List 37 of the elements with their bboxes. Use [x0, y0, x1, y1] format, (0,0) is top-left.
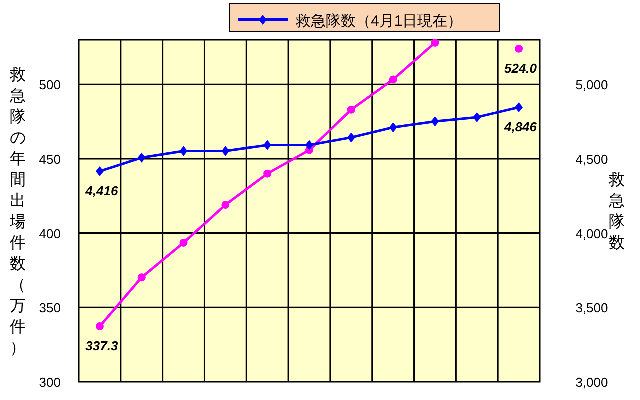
y-tick-label: 300	[39, 375, 61, 390]
y-tick-label: 350	[39, 300, 61, 316]
point	[180, 146, 188, 156]
point	[96, 166, 104, 176]
point	[264, 170, 272, 178]
point	[515, 102, 524, 113]
y2-tick-label: 4,500	[576, 152, 608, 167]
point	[222, 201, 230, 210]
y2-tick-label: 3,000	[576, 375, 608, 390]
point	[138, 274, 146, 282]
data-label: 524.0	[504, 60, 538, 76]
y2-tick-label: 3,500	[576, 300, 608, 316]
y-tick-label: 500	[39, 78, 61, 93]
point	[96, 322, 104, 331]
point	[389, 122, 398, 133]
y-tick-label: 450	[39, 152, 61, 167]
legend-label: 救急隊数（4月1日現在）	[295, 13, 463, 30]
data-label: 4,416	[84, 183, 119, 198]
y2-tick-label: 5,000	[576, 78, 608, 93]
data-label: 337.3	[86, 338, 119, 354]
point	[515, 44, 524, 53]
point	[347, 106, 356, 114]
point	[138, 152, 146, 163]
point	[180, 238, 188, 247]
point	[473, 112, 482, 122]
point	[431, 38, 440, 47]
text: 救急隊の年間出場件数（万件）	[10, 67, 26, 357]
point	[306, 140, 314, 150]
point	[347, 132, 356, 143]
y2-tick-label: 4,000	[576, 226, 608, 242]
y2-axis-title: 救急隊数	[608, 172, 625, 252]
point	[264, 140, 272, 150]
point	[431, 116, 440, 127]
y-tick-label: 400	[39, 226, 61, 242]
point	[222, 146, 230, 156]
data-label: 4,846	[504, 120, 538, 135]
point	[389, 76, 398, 84]
